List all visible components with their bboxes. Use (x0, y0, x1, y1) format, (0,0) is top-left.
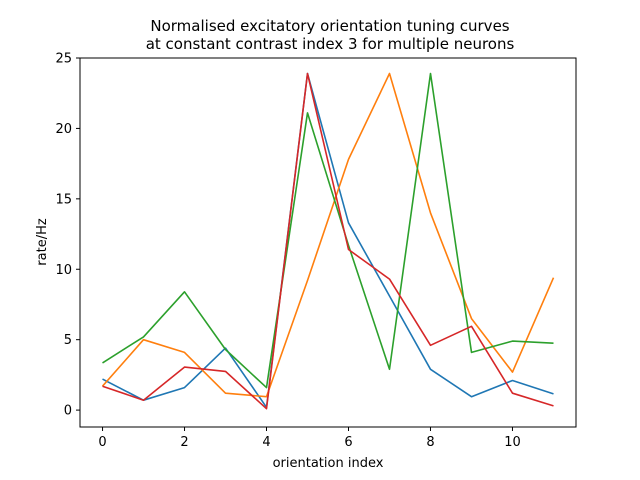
y-axis-ticks: 0 5 10 15 20 25 (55, 52, 80, 419)
y-tick-label: 0 (64, 404, 72, 419)
x-axis-ticks: 0 2 4 6 8 10 (98, 427, 521, 450)
y-tick-label: 15 (55, 192, 72, 207)
chart-subtitle: at constant contrast index 3 for multipl… (146, 35, 515, 53)
series-line-1 (102, 72, 554, 409)
x-tick-label: 10 (504, 435, 521, 450)
series-layer (101, 72, 555, 410)
series-line-4 (102, 72, 554, 410)
x-tick-label: 6 (344, 435, 352, 450)
y-tick-label: 10 (55, 263, 72, 278)
y-tick-label: 20 (55, 122, 72, 137)
plot-frame (79, 57, 577, 428)
x-tick-label: 4 (262, 435, 270, 450)
x-tick-label: 2 (180, 435, 188, 450)
series-line-3 (102, 72, 554, 389)
series-line-2 (101, 72, 555, 398)
y-tick-label: 5 (64, 333, 72, 348)
chart-title: Normalised excitatory orientation tuning… (150, 17, 509, 35)
y-tick-label: 25 (55, 52, 72, 67)
x-tick-label: 0 (98, 435, 106, 450)
y-axis-label: rate/Hz (35, 218, 50, 266)
x-tick-label: 8 (426, 435, 434, 450)
x-axis-label: orientation index (273, 456, 384, 471)
